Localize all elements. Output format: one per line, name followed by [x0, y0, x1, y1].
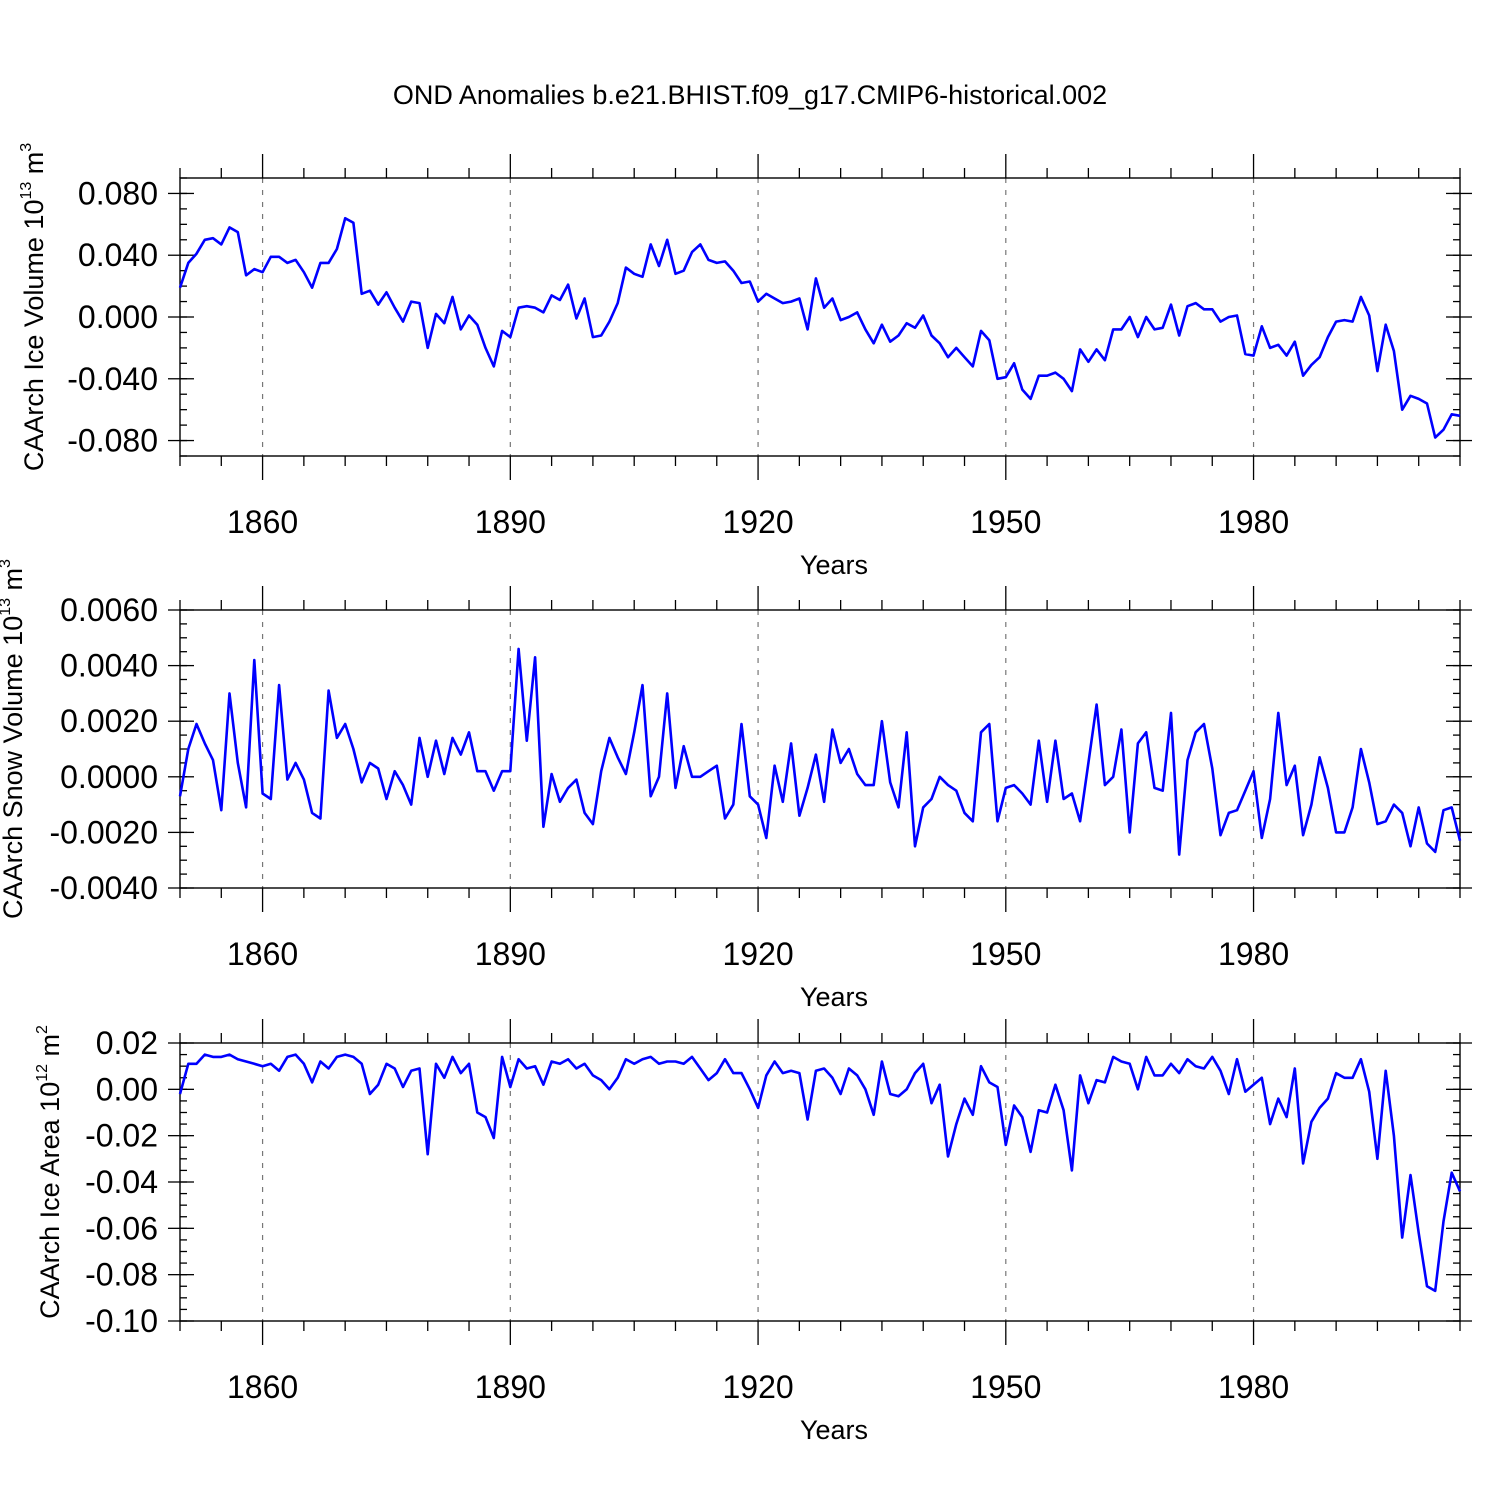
x-tick-label: 1950	[970, 936, 1041, 972]
x-tick-label: 1860	[227, 1369, 298, 1405]
y-tick-label: -0.10	[85, 1303, 158, 1339]
y-tick-label: -0.04	[85, 1164, 158, 1200]
plot-frame	[179, 609, 1461, 889]
x-tick-label: 1890	[475, 936, 546, 972]
x-axis-label: Years	[800, 1415, 868, 1445]
figure-title: OND Anomalies b.e21.BHIST.f09_g17.CMIP6-…	[393, 80, 1107, 110]
x-tick-label: 1920	[722, 936, 793, 972]
series-line	[178, 1053, 1462, 1293]
y-tick-label: 0.0040	[60, 648, 158, 684]
y-tick-label: -0.080	[67, 423, 158, 459]
y-axis-label: CAArch Snow Volume 1013 m3	[0, 559, 28, 919]
x-tick-label: 1950	[970, 504, 1041, 540]
y-tick-label: -0.040	[67, 361, 158, 397]
y-tick-label: 0.0000	[60, 759, 158, 795]
x-tick-label: 1890	[475, 1369, 546, 1405]
plot-frame	[179, 177, 1461, 457]
series-line	[178, 216, 1461, 439]
x-tick-label: 1980	[1218, 1369, 1289, 1405]
y-tick-label: 0.02	[96, 1025, 158, 1061]
x-axis-label: Years	[800, 982, 868, 1012]
y-tick-label: -0.0040	[49, 870, 158, 906]
y-tick-label: 0.0060	[60, 592, 158, 628]
x-tick-label: 1980	[1218, 504, 1289, 540]
y-axis-label: CAArch Ice Volume 1013 m3	[18, 143, 49, 471]
y-tick-label: 0.000	[78, 299, 158, 335]
x-tick-label: 1860	[227, 936, 298, 972]
y-tick-label: 0.080	[78, 175, 158, 211]
panel-3: -0.10 -0.08 -0.06 -0.04 -0.02 0.00 0.02 1860 189…	[34, 1019, 1472, 1445]
x-tick-label: 1980	[1218, 936, 1289, 972]
panel-1: -0.080 -0.040 0.000 0.040 0.080 1860 1890 1920 1…	[18, 143, 1472, 580]
x-tick-label: 1890	[475, 504, 546, 540]
y-tick-label: 0.00	[96, 1071, 158, 1107]
y-tick-label: -0.06	[85, 1210, 158, 1246]
y-tick-label: -0.02	[85, 1118, 158, 1154]
x-tick-label: 1920	[722, 1369, 793, 1405]
panel-2: -0.0040 -0.0020 0.0000 0.0020 0.0040 0.0060 18…	[0, 559, 1472, 1012]
plot-frame	[179, 1042, 1461, 1322]
y-tick-label: -0.0020	[49, 814, 158, 850]
y-tick-label: -0.08	[85, 1257, 158, 1293]
x-tick-label: 1950	[970, 1369, 1041, 1405]
x-tick-label: 1920	[722, 504, 793, 540]
x-tick-label: 1860	[227, 504, 298, 540]
y-axis-label: CAArch Ice Area 1012 m2	[34, 1025, 65, 1319]
series-line	[178, 647, 1462, 856]
x-axis-label: Years	[800, 550, 868, 580]
y-tick-label: 0.0020	[60, 703, 158, 739]
y-tick-label: 0.040	[78, 237, 158, 273]
